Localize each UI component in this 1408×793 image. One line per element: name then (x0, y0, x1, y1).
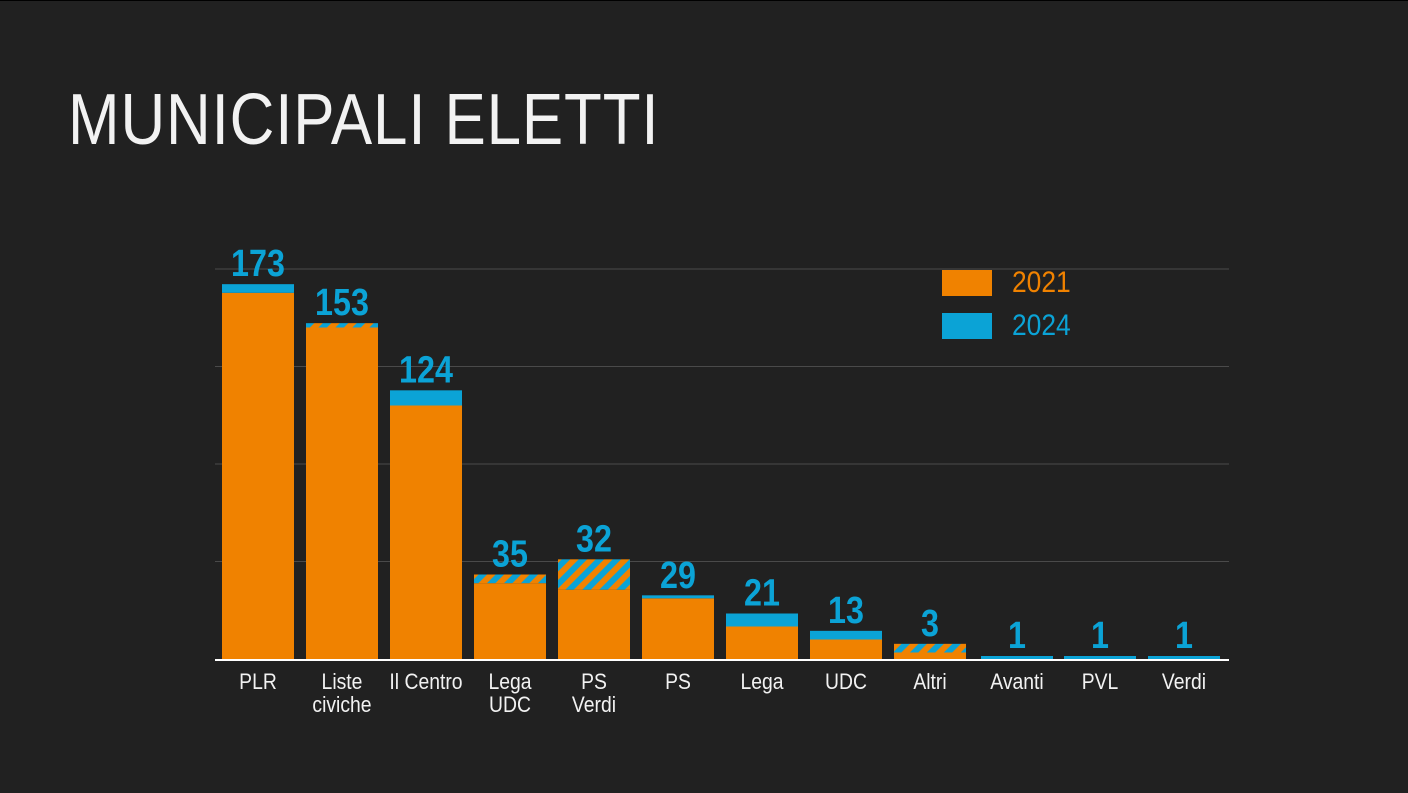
data-label-plr: 173 (231, 243, 285, 285)
bar-2021-ps (642, 598, 714, 659)
bar-2021-altri (894, 652, 966, 659)
data-label-altri: 3 (921, 602, 939, 644)
legend-label-2021: 2021 (1012, 265, 1071, 299)
x-tick-label-liste-civiche: Liste civiche (312, 670, 371, 717)
bar-decrease-lega-udc (474, 574, 546, 584)
x-tick-label-avanti: Avanti (990, 670, 1043, 694)
data-label-ps: 29 (660, 555, 696, 597)
data-label-avanti: 1 (1008, 615, 1026, 657)
legend-swatch-2021 (942, 269, 992, 296)
bar-2021-ps-verdi (558, 589, 630, 659)
data-label-verdi: 1 (1175, 615, 1193, 657)
bar-increase-verdi (1148, 656, 1220, 659)
x-tick-label-lega-udc: Lega UDC (488, 670, 532, 717)
bar-2021-lega (726, 626, 798, 659)
chart-title: MUNICIPALI ELETTI (68, 80, 660, 160)
legend: 2021 2024 (942, 261, 1079, 347)
x-tick-label-ps: PS (665, 670, 691, 694)
data-label-lega-udc: 35 (492, 533, 528, 575)
data-label-lega: 21 (744, 572, 780, 614)
data-label-udc: 13 (828, 589, 864, 631)
x-tick-label-udc: UDC (825, 670, 867, 694)
legend-item-2024: 2024 (942, 304, 1079, 347)
bar-decrease-liste-civiche (306, 323, 378, 328)
bar-2021-plr (222, 292, 294, 659)
x-tick-label-il-centro: Il Centro (389, 670, 462, 694)
x-tick-label-lega: Lega (740, 670, 784, 694)
legend-swatch-2024 (942, 312, 992, 339)
legend-item-2021: 2021 (942, 261, 1079, 304)
x-tick-label-altri: Altri (913, 670, 946, 694)
x-tick-label-ps-verdi: PS Verdi (572, 670, 616, 717)
data-labels: 173 153 124 35 32 29 21 13 3 1 1 1 (231, 243, 1193, 657)
bar-increase-avanti (981, 656, 1053, 659)
bar-decrease-ps-verdi (558, 559, 630, 590)
bar-2021-il-centro (390, 405, 462, 659)
data-label-liste-civiche: 153 (315, 282, 369, 324)
bar-2021-liste-civiche (306, 327, 378, 659)
bar-increase-plr (222, 284, 294, 293)
bar-decrease-altri (894, 643, 966, 653)
gridlines (215, 268, 1229, 562)
data-label-il-centro: 124 (399, 349, 453, 391)
bar-2021-udc (810, 639, 882, 659)
bars (222, 284, 1220, 659)
bar-increase-udc (810, 630, 882, 640)
legend-label-2024: 2024 (1012, 308, 1071, 342)
x-tick-label-verdi: Verdi (1162, 670, 1206, 694)
x-tick-label-pvl: PVL (1082, 670, 1119, 694)
data-label-ps-verdi: 32 (576, 518, 612, 560)
x-tick-label-plr: PLR (239, 670, 277, 694)
bar-increase-pvl (1064, 656, 1136, 659)
bar-increase-lega (726, 613, 798, 627)
bar-increase-il-centro (390, 390, 462, 406)
bar-increase-ps (642, 595, 714, 599)
data-label-pvl: 1 (1091, 615, 1109, 657)
bar-2021-lega-udc (474, 583, 546, 659)
